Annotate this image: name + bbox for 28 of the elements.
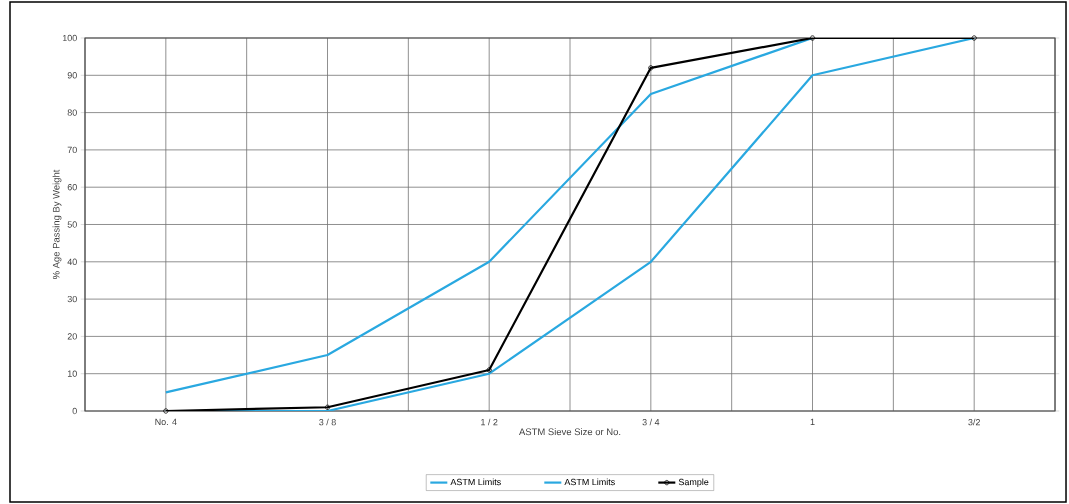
y-tick-label: 40 — [67, 258, 77, 265]
point — [163, 408, 169, 414]
x-tick-label: No. 4 — [155, 418, 177, 426]
x-tick-label: 1 / 2 — [481, 418, 498, 426]
legend-label: ASTM Limits — [564, 478, 615, 486]
x-tick-label: 3 / 8 — [319, 418, 336, 426]
legend-label: Sample — [678, 478, 709, 487]
point — [486, 367, 492, 373]
y-tick-label: 30 — [67, 295, 77, 303]
point — [971, 35, 977, 41]
legend-label: ASTM Limits — [450, 478, 501, 486]
y-axis-title: % Age Passing By Weight — [52, 169, 62, 280]
y-tick-label: 80 — [67, 109, 77, 116]
y-tick-label: 0 — [72, 407, 77, 415]
y-tick-label: 20 — [67, 333, 77, 340]
y-tick-label: 50 — [67, 221, 77, 228]
y-tick-label: 10 — [67, 370, 77, 377]
y-tick-label: 60 — [67, 184, 77, 191]
y-tick-label: 100 — [62, 34, 77, 42]
x-tick-label: 1 — [810, 418, 815, 425]
point — [648, 65, 654, 71]
x-axis-title: ASTM Sieve Size or No. — [519, 428, 621, 436]
point — [809, 35, 816, 41]
x-tick-label: 3/2 — [968, 418, 980, 426]
x-tick-label: 3 / 4 — [642, 418, 660, 426]
point — [324, 404, 331, 410]
y-tick-label: 90 — [67, 72, 77, 79]
y-tick-label: 70 — [67, 146, 77, 154]
